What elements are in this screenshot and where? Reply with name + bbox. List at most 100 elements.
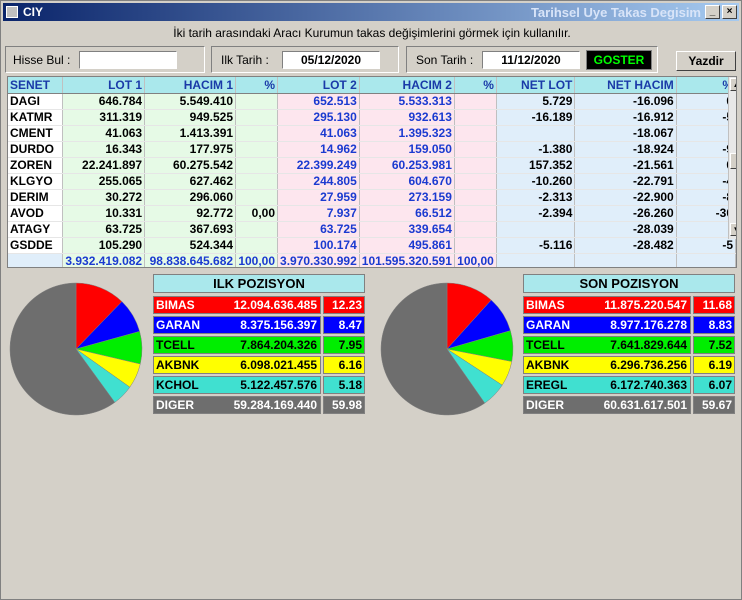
stock-percent: 7.95 [323,336,365,354]
table-row[interactable]: CMENT 41.063 1.413.391 41.063 1.395.323 -18.0… [8,125,736,142]
table-cell: ZOREN [8,157,64,174]
table-cell: 100.174 [277,237,360,254]
table-cell: 255.065 [62,173,146,190]
table-cell [454,189,497,206]
table-cell: 60.275.542 [144,157,237,174]
table-cell [235,93,279,110]
grid-header-cell[interactable]: NET LOT [496,77,576,94]
grid-header-cell[interactable]: % [454,77,497,94]
description-text: İki tarih arasındaki Aracı Kurumun takas… [173,26,571,40]
stock-value: 7.864.204.326 [240,338,317,352]
table-row[interactable]: GSDDE 105.290 524.344 100.174 495.861 -5.116-… [8,237,736,254]
table-cell: 92.772 [144,205,237,222]
table-cell: 41.063 [62,125,146,142]
hisse-label: Hisse Bul : [13,53,71,67]
table-row[interactable]: DAGI 646.784 5.549.410 652.513 5.533.313 5.72… [8,93,736,110]
table-cell: 22.241.897 [62,157,146,174]
table-cell: DERIM [8,189,64,206]
table-cell: -5.116 [496,237,576,254]
ilk-tarih-group [211,46,399,73]
stock-cell: EREGL 6.172.740.363 [523,376,691,394]
stock-name: EREGL [526,378,568,392]
ilk-pozisyon-title: ILK POZISYON [153,274,365,293]
hisse-group [5,46,205,73]
table-cell: -28.039 [574,221,677,238]
table-cell: 177.975 [144,141,237,158]
grid-vertical-scrollbar[interactable]: ▲ ▼ [728,77,736,239]
stock-cell: DIGER 60.631.617.501 [523,396,691,414]
stock-name: AKBNK [156,358,200,372]
totals-cell [8,253,64,267]
table-cell: 495.861 [359,237,455,254]
table-cell [454,237,497,254]
table-cell: -18.067 [574,125,677,142]
table-cell: 339.654 [359,221,455,238]
minimize-button[interactable]: _ [705,5,720,19]
totals-cell: 101.595.320.591 [359,253,455,267]
stock-name: KCHOL [156,378,199,392]
stock-cell: DIGER 59.284.169.440 [153,396,321,414]
table-cell: 66.512 [359,205,455,222]
son-tarih-input[interactable] [482,51,580,69]
grid-header-cell[interactable]: HACIM 2 [359,77,455,94]
table-row[interactable]: KATMR 311.319 949.525 295.130 932.613 -16.189… [8,109,736,126]
stock-name: DIGER [526,398,565,412]
table-cell: 0,00 [235,205,279,222]
table-cell: -21.561 [574,157,677,174]
table-row[interactable]: KLGYO 255.065 627.462 244.805 604.670 -10.260… [8,173,736,190]
takas-grid[interactable]: SENET LOT 1 HACIM 1% LOT 2 HACIM 2% NET LOT NE… [7,76,737,268]
table-cell: 16.343 [62,141,146,158]
scroll-up-arrow-icon[interactable]: ▲ [730,78,736,91]
hisse-search-input[interactable] [79,51,177,69]
grid-header-cell[interactable]: LOT 2 [277,77,360,94]
table-cell [235,173,279,190]
table-cell [454,173,497,190]
stock-value: 7.641.829.644 [610,338,687,352]
grid-header-cell[interactable]: NET HACIM [574,77,677,94]
table-cell [235,109,279,126]
totals-cell [496,253,576,267]
table-row[interactable]: DERIM 30.272 296.060 27.959 273.159 -2.313 -22… [8,189,736,206]
pie-slice-diger [9,282,116,416]
totals-cell: 100,00 [235,253,279,267]
table-cell [454,157,497,174]
grid-header-cell[interactable]: HACIM 1 [144,77,237,94]
grid-header-cell[interactable]: % [676,77,736,94]
table-cell: 14.962 [277,141,360,158]
stock-value: 59.284.169.440 [233,398,317,412]
stock-name: GARAN [526,318,570,332]
close-button[interactable]: × [722,5,737,19]
ilk-tarih-input[interactable] [282,51,380,69]
table-cell [235,125,279,142]
table-cell: KLGYO [8,173,64,190]
grid-header-cell[interactable]: LOT 1 [62,77,146,94]
stock-percent: 59.67 [693,396,735,414]
table-row[interactable]: ZOREN 22.241.897 60.275.542 22.399.249 60.25… [8,157,736,174]
table-cell: 30.272 [62,189,146,206]
table-cell: -2.313 [496,189,576,206]
table-cell: -8 [676,189,736,206]
table-row[interactable]: DURDO 16.343 177.975 14.962 159.050 -1.380 -18… [8,141,736,158]
stock-cell: AKBNK 6.296.736.256 [523,356,691,374]
totals-cell: 3.932.419.082 [62,253,146,267]
yazdir-button[interactable]: Yazdir [676,51,736,71]
pie-slice-diger [380,282,486,416]
stock-percent: 8.83 [693,316,735,334]
scroll-thumb[interactable] [730,153,736,169]
table-cell: -22.791 [574,173,677,190]
stock-value: 8.375.156.397 [240,318,317,332]
table-cell: -1.380 [496,141,576,158]
table-cell: 273.159 [359,189,455,206]
grid-header-cell[interactable]: % [235,77,279,94]
stock-name: TCELL [526,338,565,352]
table-row[interactable]: AVOD 10.331 92.772 0,00 7.937 66.512 -2.394 -26… [8,205,736,222]
scroll-down-arrow-icon[interactable]: ▼ [730,223,736,236]
table-row[interactable]: ATAGY 63.725 367.693 63.725 339.654 -28.039 [8,221,736,238]
table-cell: 296.060 [144,189,237,206]
ilk-tarih-label: Ilk Tarih : [221,53,269,67]
table-cell: 105.290 [62,237,146,254]
title-bar[interactable]: CIY Tarihsel Uye Takas Degisim _ × [3,3,739,21]
goster-button[interactable]: GOSTER [586,50,652,70]
grid-header-cell[interactable]: SENET [8,77,64,94]
window-title: Tarihsel Uye Takas Degisim [530,5,701,20]
